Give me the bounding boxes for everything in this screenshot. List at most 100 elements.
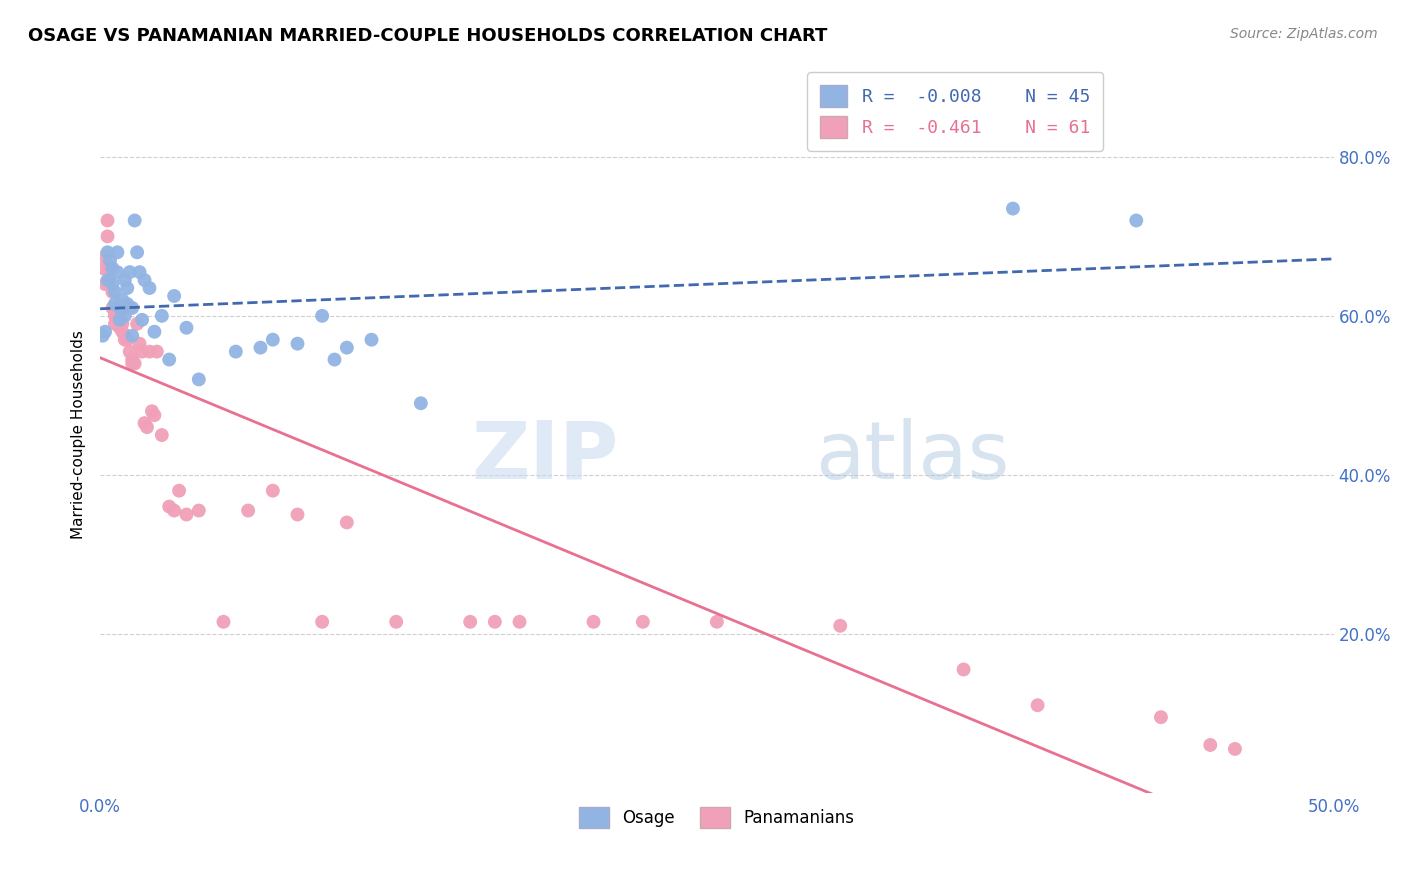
- Point: [94, 277, 117, 291]
- Point: [157, 500, 180, 514]
- Point: [98, 273, 121, 287]
- Point: [163, 503, 186, 517]
- Point: [96, 245, 118, 260]
- Point: [141, 404, 163, 418]
- Point: [176, 508, 198, 522]
- Point: [484, 615, 506, 629]
- Legend: Osage, Panamanians: Osage, Panamanians: [572, 801, 862, 834]
- Point: [105, 309, 128, 323]
- Text: ZIP: ZIP: [471, 417, 619, 495]
- Point: [105, 265, 128, 279]
- Point: [114, 328, 136, 343]
- Text: atlas: atlas: [815, 417, 1010, 495]
- Point: [98, 253, 121, 268]
- Point: [163, 289, 186, 303]
- Point: [631, 615, 654, 629]
- Point: [134, 416, 156, 430]
- Point: [138, 344, 160, 359]
- Point: [143, 408, 166, 422]
- Point: [94, 325, 117, 339]
- Point: [114, 273, 136, 287]
- Point: [117, 297, 139, 311]
- Point: [1125, 213, 1147, 227]
- Point: [94, 249, 117, 263]
- Point: [127, 245, 149, 260]
- Point: [96, 229, 118, 244]
- Point: [323, 352, 346, 367]
- Point: [111, 317, 134, 331]
- Point: [105, 305, 128, 319]
- Point: [108, 313, 131, 327]
- Point: [830, 619, 852, 633]
- Point: [101, 285, 124, 299]
- Point: [1150, 710, 1173, 724]
- Point: [167, 483, 190, 498]
- Point: [1223, 742, 1246, 756]
- Point: [104, 297, 127, 311]
- Point: [108, 320, 131, 334]
- Point: [101, 277, 124, 291]
- Point: [127, 317, 149, 331]
- Point: [212, 615, 235, 629]
- Point: [143, 325, 166, 339]
- Point: [336, 341, 359, 355]
- Point: [582, 615, 605, 629]
- Point: [1001, 202, 1024, 216]
- Point: [128, 336, 150, 351]
- Point: [111, 293, 134, 307]
- Point: [104, 285, 127, 299]
- Point: [131, 344, 153, 359]
- Point: [124, 213, 146, 227]
- Point: [96, 213, 118, 227]
- Point: [176, 320, 198, 334]
- Point: [128, 265, 150, 279]
- Point: [1199, 738, 1222, 752]
- Point: [146, 344, 169, 359]
- Point: [150, 428, 173, 442]
- Point: [114, 309, 136, 323]
- Point: [121, 352, 143, 367]
- Point: [101, 301, 124, 315]
- Point: [91, 261, 114, 276]
- Point: [114, 333, 136, 347]
- Point: [336, 516, 359, 530]
- Point: [121, 301, 143, 315]
- Point: [262, 333, 284, 347]
- Point: [118, 344, 141, 359]
- Point: [150, 309, 173, 323]
- Point: [134, 273, 156, 287]
- Point: [952, 663, 974, 677]
- Point: [187, 372, 209, 386]
- Point: [311, 615, 333, 629]
- Point: [111, 325, 134, 339]
- Point: [509, 615, 531, 629]
- Point: [96, 273, 118, 287]
- Point: [105, 245, 128, 260]
- Point: [117, 333, 139, 347]
- Point: [458, 615, 481, 629]
- Point: [121, 357, 143, 371]
- Point: [124, 357, 146, 371]
- Point: [98, 261, 121, 276]
- Point: [104, 305, 127, 319]
- Point: [117, 281, 139, 295]
- Point: [225, 344, 247, 359]
- Point: [360, 333, 382, 347]
- Text: OSAGE VS PANAMANIAN MARRIED-COUPLE HOUSEHOLDS CORRELATION CHART: OSAGE VS PANAMANIAN MARRIED-COUPLE HOUSE…: [28, 27, 828, 45]
- Point: [262, 483, 284, 498]
- Y-axis label: Married-couple Households: Married-couple Households: [72, 331, 86, 540]
- Point: [131, 313, 153, 327]
- Point: [409, 396, 432, 410]
- Point: [311, 309, 333, 323]
- Point: [101, 261, 124, 276]
- Point: [118, 265, 141, 279]
- Point: [187, 503, 209, 517]
- Point: [136, 420, 159, 434]
- Point: [287, 508, 309, 522]
- Point: [108, 317, 131, 331]
- Text: Source: ZipAtlas.com: Source: ZipAtlas.com: [1230, 27, 1378, 41]
- Point: [104, 309, 127, 323]
- Point: [287, 336, 309, 351]
- Point: [118, 301, 141, 315]
- Point: [157, 352, 180, 367]
